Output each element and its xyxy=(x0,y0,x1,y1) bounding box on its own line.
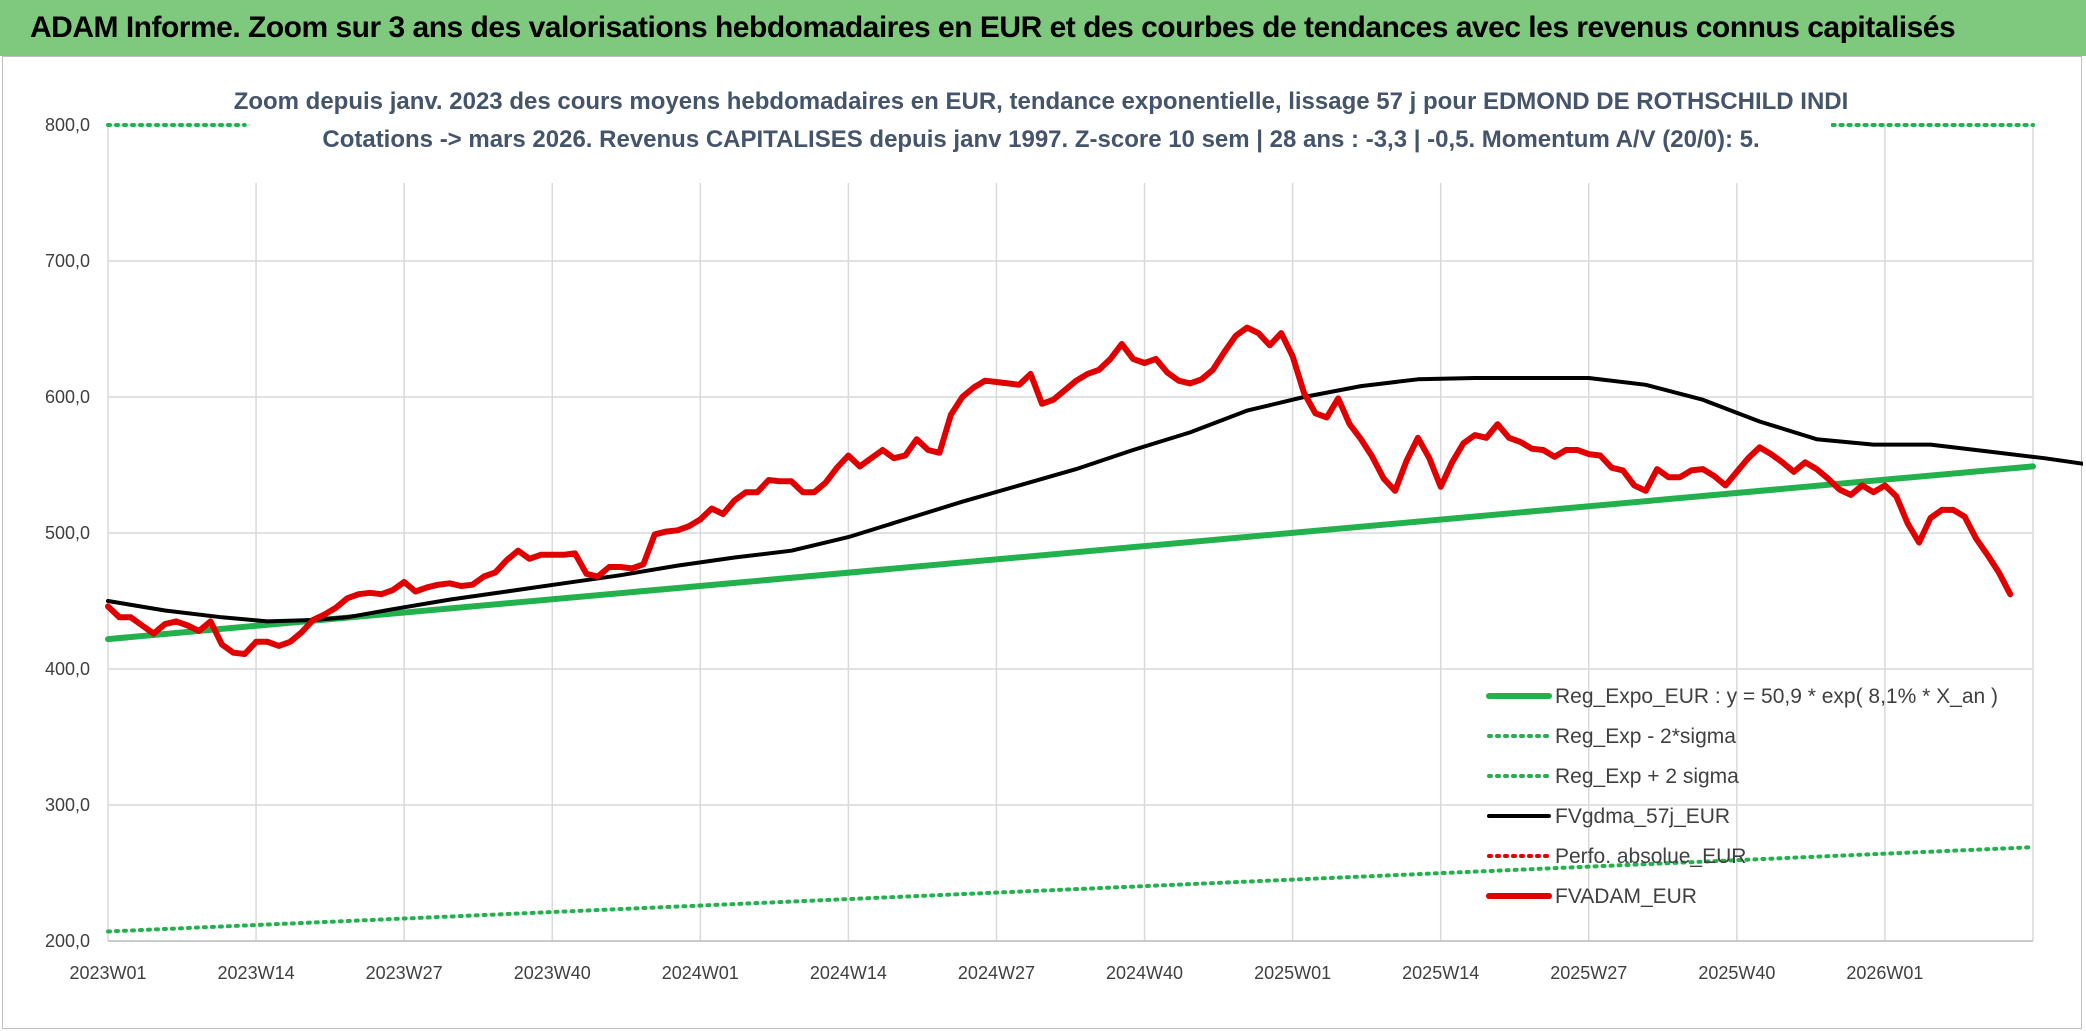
legend-label: FVADAM_EUR xyxy=(1555,885,1697,908)
report-title: ADAM Informe. Zoom sur 3 ans des valoris… xyxy=(30,11,1956,44)
series-line-fvadam_eur xyxy=(105,324,2014,657)
x-tick-label: 2025W01 xyxy=(1254,963,1331,983)
chart-title-line-1: Zoom depuis janv. 2023 des cours moyens … xyxy=(234,88,1849,115)
legend-label: Reg_Exp + 2 sigma xyxy=(1555,765,1739,788)
report-banner: ADAM Informe. Zoom sur 3 ans des valoris… xyxy=(0,0,2086,56)
chart-frame: 200,0 300,0 400,0 500,0 600,0 700,0 800,0 2023W… xyxy=(2,56,2083,1029)
y-tick-label: 500,0 xyxy=(45,523,90,543)
y-tick-label: 800,0 xyxy=(45,115,90,135)
series-line-reg_exp xyxy=(106,845,2035,934)
legend-label: Perfo. absolue_EUR xyxy=(1555,845,1746,868)
x-tick-label: 2024W40 xyxy=(1106,963,1183,983)
x-tick-label: 2023W27 xyxy=(366,963,443,983)
grid-layer xyxy=(107,124,2034,942)
title-backdrop xyxy=(251,85,1831,183)
x-tick-label: 2023W40 xyxy=(514,963,591,983)
y-tick-label: 300,0 xyxy=(45,795,90,815)
y-tick-label: 200,0 xyxy=(45,931,90,951)
x-tick-label: 2025W14 xyxy=(1402,963,1479,983)
x-tick-label: 2023W14 xyxy=(218,963,295,983)
y-tick-label: 600,0 xyxy=(45,387,90,407)
series-layer xyxy=(105,123,2083,934)
chart-svg: 200,0 300,0 400,0 500,0 600,0 700,0 800,0 2023W… xyxy=(45,85,2083,983)
x-tick-label: 2024W27 xyxy=(958,963,1035,983)
x-tick-label: 2023W01 xyxy=(69,963,146,983)
series-line-reg_expo_eur xyxy=(105,463,2036,643)
legend: Reg_Expo_EUR : y = 50,9 * exp( 8,1% * X_… xyxy=(1486,685,1998,908)
x-tick-label: 2025W27 xyxy=(1550,963,1627,983)
chart-title-line-2: Cotations -> mars 2026. Revenus CAPITALI… xyxy=(322,126,1759,153)
legend-label: FVgdma_57j_EUR xyxy=(1555,805,1730,828)
legend-label: Reg_Expo_EUR : y = 50,9 * exp( 8,1% * X_… xyxy=(1555,685,1998,708)
x-tick-label: 2025W40 xyxy=(1698,963,1775,983)
legend-label: Reg_Exp - 2*sigma xyxy=(1555,725,1736,748)
y-tick-label: 400,0 xyxy=(45,659,90,679)
x-tick-label: 2024W01 xyxy=(662,963,739,983)
x-tick-label: 2024W14 xyxy=(810,963,887,983)
y-tick-label: 700,0 xyxy=(45,251,90,271)
axis-layer: 200,0 300,0 400,0 500,0 600,0 700,0 800,0 2023W… xyxy=(45,115,2033,983)
x-tick-label: 2026W01 xyxy=(1846,963,1923,983)
series-line-fvgdma_57j_eur xyxy=(106,376,2083,624)
